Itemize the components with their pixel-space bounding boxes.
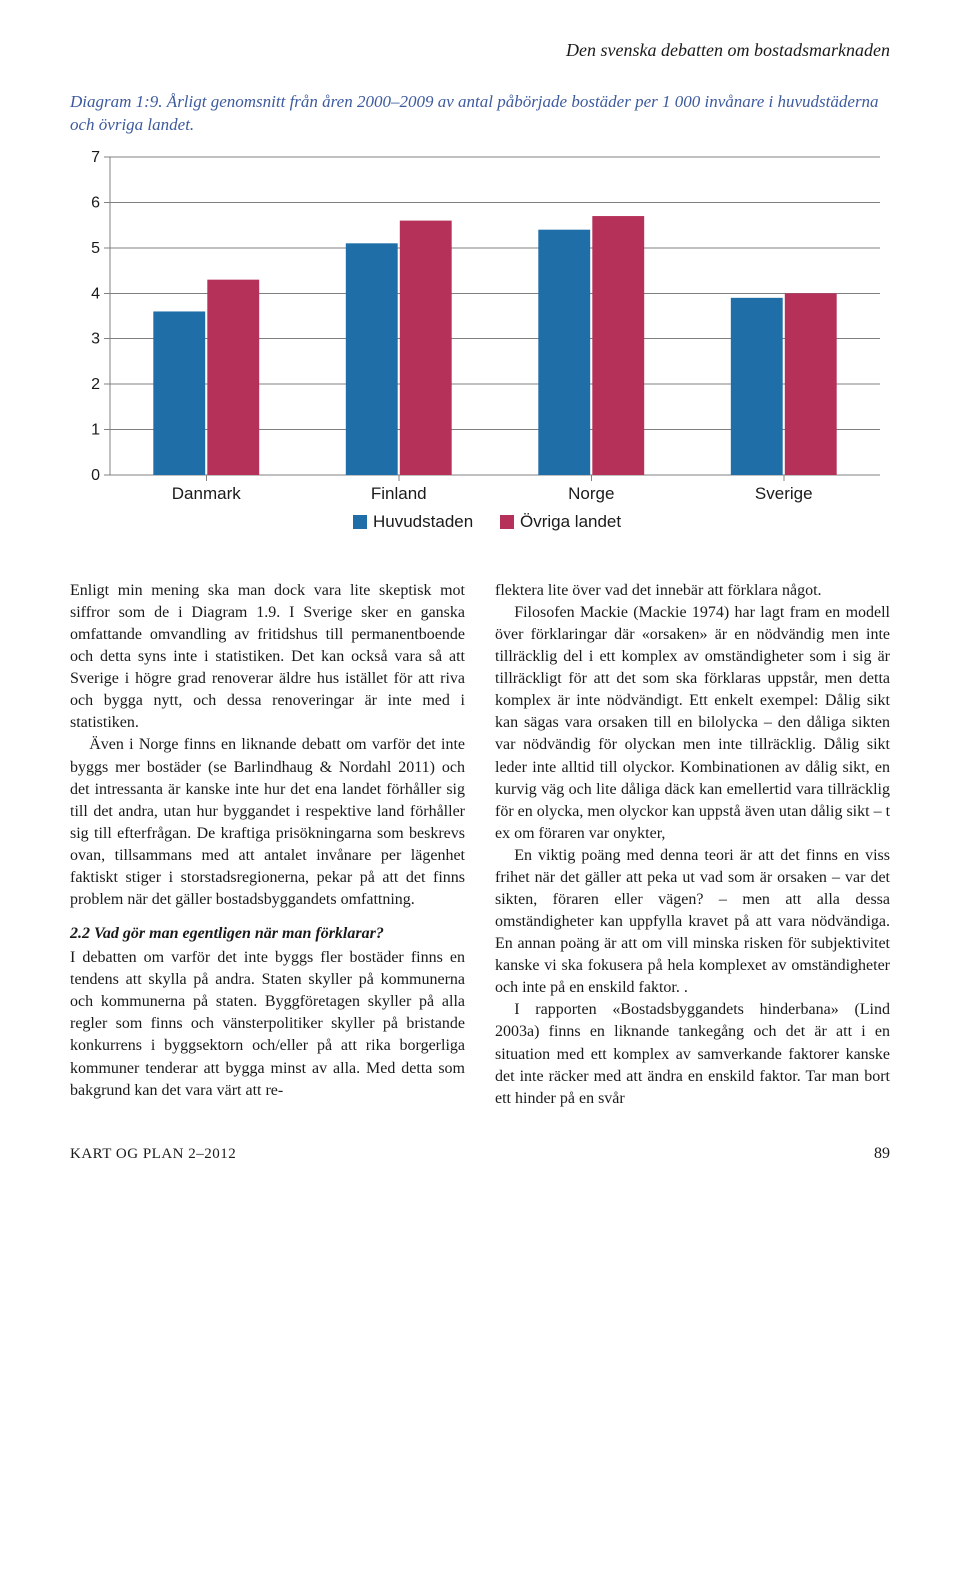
svg-text:Danmark: Danmark xyxy=(172,484,241,503)
svg-text:2: 2 xyxy=(91,376,100,393)
svg-text:4: 4 xyxy=(91,285,100,302)
svg-text:7: 7 xyxy=(91,149,100,166)
paragraph: En viktig poäng med denna teori är att d… xyxy=(495,845,890,1000)
chart-svg: 0 1 2 3 4 5 6 7 Danmark Finland Norge Sverige Huvuds… xyxy=(70,145,890,545)
paragraph: flektera lite över vad det innebär att f… xyxy=(495,580,890,602)
svg-text:1: 1 xyxy=(91,421,100,438)
svg-text:Huvudstaden: Huvudstaden xyxy=(373,512,473,531)
right-column: flektera lite över vad det innebär att f… xyxy=(495,580,890,1110)
paragraph: Enligt min mening ska man dock vara lite… xyxy=(70,580,465,735)
paragraph: I debatten om varför det inte byggs fler… xyxy=(70,947,465,1102)
paragraph: Filosofen Mackie (Mackie 1974) har lagt … xyxy=(495,602,890,845)
paragraph: Även i Norge finns en liknande debatt om… xyxy=(70,734,465,911)
body-columns: Enligt min mening ska man dock vara lite… xyxy=(70,580,890,1110)
footer-page-number: 89 xyxy=(874,1145,890,1163)
section-subhead: 2.2 Vad gör man egentligen när man förkl… xyxy=(70,923,465,945)
bar-chart: 0 1 2 3 4 5 6 7 Danmark Finland Norge Sverige Huvuds… xyxy=(70,145,890,545)
chart-title: Diagram 1:9. Årligt genomsnitt från åren… xyxy=(70,91,890,137)
left-column: Enligt min mening ska man dock vara lite… xyxy=(70,580,465,1110)
paragraph: I rapporten «Bostadsbyggandets hinderban… xyxy=(495,999,890,1109)
page-running-header: Den svenska debatten om bostadsmarknaden xyxy=(70,40,890,61)
svg-text:0: 0 xyxy=(91,467,100,484)
svg-text:Sverige: Sverige xyxy=(755,484,813,503)
svg-text:3: 3 xyxy=(91,331,100,348)
svg-text:Finland: Finland xyxy=(371,484,427,503)
svg-text:Övriga landet: Övriga landet xyxy=(520,512,621,531)
svg-text:6: 6 xyxy=(91,194,100,211)
page-footer: KART OG PLAN 2–2012 89 xyxy=(70,1145,890,1163)
svg-text:5: 5 xyxy=(91,240,100,257)
footer-journal: KART OG PLAN 2–2012 xyxy=(70,1146,236,1163)
svg-text:Norge: Norge xyxy=(568,484,614,503)
